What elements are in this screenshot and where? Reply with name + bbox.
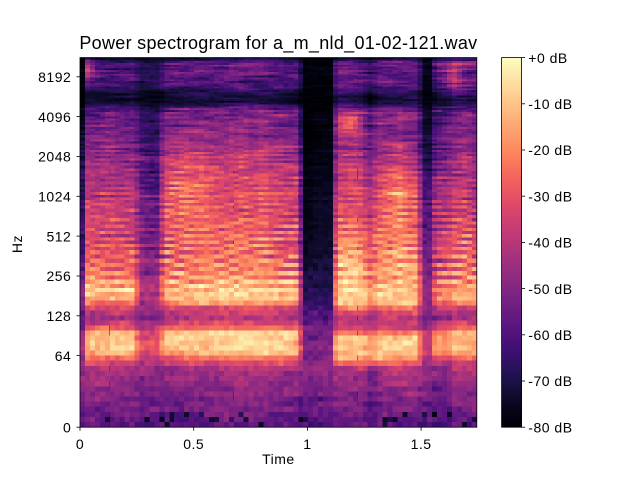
svg-text:64: 64 xyxy=(55,348,72,364)
svg-text:-50 dB: -50 dB xyxy=(528,281,572,297)
svg-text:1: 1 xyxy=(303,436,311,452)
svg-text:8192: 8192 xyxy=(38,69,71,85)
svg-text:1024: 1024 xyxy=(38,189,71,205)
svg-text:Power spectrogram for a_m_nld_: Power spectrogram for a_m_nld_01-02-121.… xyxy=(79,33,477,54)
svg-text:0: 0 xyxy=(76,436,84,452)
svg-text:-20 dB: -20 dB xyxy=(528,142,572,158)
svg-text:128: 128 xyxy=(46,308,71,324)
svg-text:-80 dB: -80 dB xyxy=(528,419,572,435)
svg-text:0: 0 xyxy=(63,419,71,435)
svg-text:+0 dB: +0 dB xyxy=(528,50,567,66)
svg-text:-40 dB: -40 dB xyxy=(528,235,572,251)
svg-text:0.5: 0.5 xyxy=(183,436,204,452)
svg-text:1.5: 1.5 xyxy=(411,436,432,452)
svg-text:-70 dB: -70 dB xyxy=(528,373,572,389)
svg-text:-30 dB: -30 dB xyxy=(528,188,572,204)
svg-text:-60 dB: -60 dB xyxy=(528,327,572,343)
svg-text:-10 dB: -10 dB xyxy=(528,96,572,112)
svg-text:512: 512 xyxy=(46,228,71,244)
svg-text:2048: 2048 xyxy=(38,149,71,165)
svg-text:Time: Time xyxy=(262,451,295,467)
svg-text:4096: 4096 xyxy=(38,109,71,125)
svg-text:256: 256 xyxy=(46,268,71,284)
svg-text:Hz: Hz xyxy=(9,235,25,253)
